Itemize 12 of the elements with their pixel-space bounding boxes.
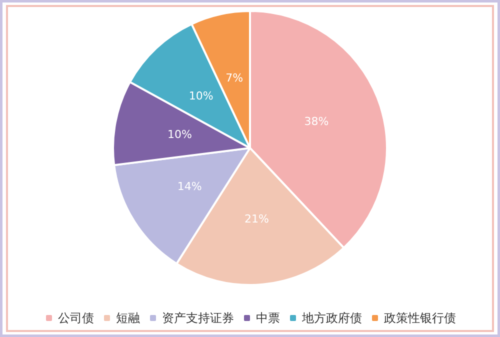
- legend-label: 短融: [116, 311, 140, 325]
- data-label: 14%: [177, 180, 202, 193]
- data-label: 10%: [168, 128, 192, 142]
- legend-label: 资产支持证券: [162, 311, 234, 325]
- data-label: 7%: [226, 72, 244, 85]
- data-label: 10%: [188, 89, 214, 102]
- legend-label: 公司债: [58, 311, 94, 325]
- data-label: 21%: [244, 212, 269, 226]
- legend-label: 中票: [256, 311, 280, 325]
- data-label: 38%: [304, 115, 329, 128]
- legend-label: 政策性银行债: [384, 311, 456, 325]
- legend-label: 地方政府债: [301, 311, 362, 325]
